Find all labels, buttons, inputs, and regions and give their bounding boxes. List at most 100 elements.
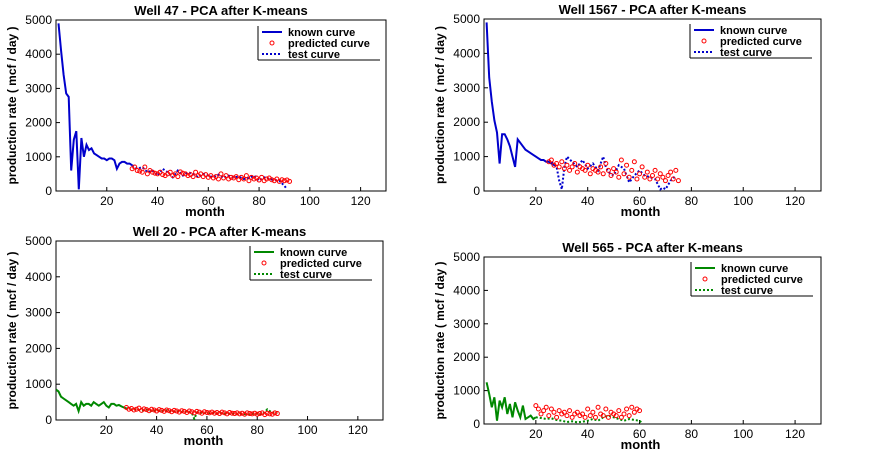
predicted-point	[137, 168, 143, 174]
test-curve-line	[550, 153, 677, 191]
x-tick-label: 40	[150, 423, 164, 437]
predicted-point	[189, 409, 195, 415]
x-tick-label: 40	[581, 194, 595, 208]
predicted-point	[655, 176, 661, 182]
y-tick-label: 4000	[453, 46, 480, 60]
legend-predicted-swatch	[269, 40, 275, 46]
predicted-point	[214, 409, 220, 415]
predicted-point	[281, 178, 287, 184]
predicted-point	[191, 410, 197, 416]
y-tick-label: 4000	[25, 270, 52, 284]
predicted-point	[556, 164, 562, 170]
predicted-point	[215, 176, 221, 182]
chart-panel-2: Well 1567 - PCA after K-means 20 40 60 80 100…	[433, 2, 822, 219]
x-tick-label: 120	[348, 423, 368, 437]
predicted-point	[551, 409, 557, 415]
x-tick-label: 20	[100, 423, 114, 437]
predicted-point	[128, 406, 134, 412]
predicted-point	[624, 406, 630, 412]
x-tick-label: 80	[252, 194, 266, 208]
predicted-point	[668, 169, 674, 175]
predicted-point	[629, 404, 635, 410]
predicted-point	[264, 176, 270, 182]
predicted-point	[564, 162, 570, 168]
predicted-point	[611, 166, 617, 172]
predicted-point	[257, 411, 263, 417]
predicted-point	[561, 166, 567, 172]
predicted-point	[272, 410, 278, 416]
predicted-point	[219, 409, 225, 415]
predicted-point	[210, 175, 216, 181]
predicted-point	[222, 410, 228, 416]
predicted-point	[146, 408, 152, 414]
predicted-point	[249, 411, 255, 417]
predicted-point	[548, 406, 554, 412]
legend-label: predicted curve	[280, 258, 362, 270]
x-tick-label: 40	[151, 194, 165, 208]
y-tick-label: 1000	[25, 150, 52, 164]
predicted-point	[237, 411, 243, 417]
x-tick-label: 40	[581, 427, 595, 441]
predicted-point	[166, 408, 172, 414]
legend-label: test curve	[280, 269, 332, 281]
predicted-point	[199, 410, 205, 416]
predicted-point	[194, 408, 200, 414]
predicted-point	[624, 162, 630, 168]
legend-label: predicted curve	[720, 36, 802, 48]
predicted-point	[161, 408, 167, 414]
x-tick-label: 120	[785, 194, 805, 208]
predicted-point	[251, 176, 257, 182]
predicted-point	[660, 174, 666, 180]
predicted-point	[239, 410, 245, 416]
predicted-point	[152, 170, 158, 176]
chart-title: Well 47 - PCA after K-means	[134, 3, 307, 18]
plot-frame	[483, 256, 822, 425]
predicted-point	[169, 409, 175, 415]
known-curve-line	[57, 23, 133, 190]
predicted-point	[567, 408, 573, 414]
known-curve-line	[485, 382, 537, 421]
predicted-point	[608, 173, 614, 179]
x-tick-label: 100	[733, 427, 753, 441]
series-layer	[57, 23, 293, 190]
predicted-point	[662, 178, 668, 184]
y-tick-label: 5000	[25, 13, 52, 27]
predicted-point	[176, 409, 182, 415]
predicted-point	[574, 409, 580, 415]
predicted-point	[164, 407, 170, 413]
predicted-point	[618, 157, 624, 163]
predicted-point	[259, 174, 265, 180]
predicted-point	[269, 177, 275, 183]
legend-predicted-swatch	[702, 276, 708, 282]
predicted-point	[269, 411, 275, 417]
x-tick-label: 120	[351, 194, 371, 208]
predicted-point	[252, 410, 258, 416]
predicted-point	[543, 404, 549, 410]
y-tick-label: 5000	[25, 234, 52, 248]
x-axis-label: month	[621, 437, 661, 452]
legend-label: known curve	[288, 27, 355, 39]
series-layer	[485, 382, 643, 424]
y-tick-label: 2000	[25, 116, 52, 130]
legend-predicted-swatch	[701, 38, 707, 44]
y-axis-label: production rate ( mcf / day )	[433, 261, 447, 419]
y-tick-label: 3000	[25, 306, 52, 320]
predicted-point	[647, 176, 653, 182]
predicted-point	[631, 409, 637, 415]
predicted-point	[561, 409, 567, 415]
predicted-point	[133, 406, 139, 412]
series-layer	[485, 22, 681, 191]
predicted-point	[574, 169, 580, 175]
predicted-point	[167, 169, 173, 175]
predicted-point	[211, 410, 217, 416]
predicted-point	[569, 414, 575, 420]
predicted-point	[185, 173, 191, 179]
chart-panel-1: Well 47 - PCA after K-means 20 40 60 80 100 12…	[5, 3, 387, 219]
predicted-point	[603, 406, 609, 412]
y-axis-label: production rate ( mcf / day )	[5, 251, 19, 409]
x-tick-label: 60	[633, 194, 647, 208]
y-axis-label: production rate ( mcf / day )	[433, 26, 447, 184]
x-tick-label: 20	[529, 427, 543, 441]
predicted-point	[149, 406, 155, 412]
test-curve-line	[126, 407, 278, 420]
